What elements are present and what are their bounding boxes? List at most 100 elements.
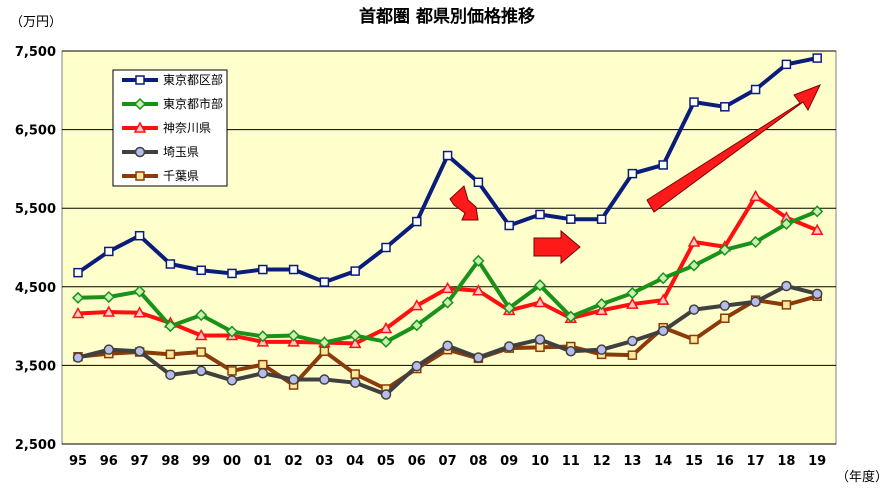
data-point: [504, 220, 514, 231]
y-tick-label: 4,500: [15, 281, 56, 296]
data-point: [595, 298, 608, 311]
x-tick-label: 09: [500, 454, 518, 469]
x-tick-label: 10: [531, 454, 549, 469]
legend-label: 東京都区部: [163, 72, 223, 87]
y-tick-label: 7,500: [15, 45, 56, 60]
x-tick-label: 19: [808, 454, 826, 469]
data-point: [196, 265, 206, 276]
data-point: [564, 310, 577, 323]
trend-arrow-up-icon: [646, 84, 821, 213]
x-tick-label: 06: [408, 454, 426, 469]
data-point: [288, 374, 299, 385]
x-tick-label: 05: [377, 454, 395, 469]
data-point: [318, 336, 331, 349]
y-tick-label: 5,500: [15, 202, 56, 217]
data-point: [258, 264, 268, 275]
data-point: [380, 389, 392, 400]
data-point: [596, 214, 607, 224]
data-point: [319, 374, 330, 385]
chart-title: 首都圏 都県別価格推移: [359, 6, 535, 27]
data-point: [287, 329, 300, 342]
y-tick-label: 3,500: [15, 359, 56, 374]
x-tick-label: 12: [593, 454, 611, 469]
data-point: [350, 369, 360, 379]
data-point: [687, 235, 701, 247]
data-point: [472, 284, 485, 296]
data-point: [379, 321, 393, 334]
x-tick-label: 15: [685, 454, 703, 469]
data-point: [102, 290, 115, 304]
data-point: [442, 340, 453, 351]
data-point: [812, 53, 822, 63]
data-point: [534, 334, 546, 345]
data-point: [687, 259, 701, 272]
x-axis-unit-label: （年度）: [836, 469, 880, 485]
data-point: [749, 235, 762, 249]
data-point: [73, 267, 83, 278]
legend-label: 神奈川県: [163, 121, 211, 135]
data-point: [165, 369, 176, 381]
data-point: [810, 223, 824, 235]
data-point: [71, 306, 85, 319]
data-point: [71, 291, 85, 304]
data-point: [626, 297, 639, 309]
data-point: [195, 309, 208, 322]
data-point: [288, 264, 299, 275]
data-point: [533, 295, 547, 308]
data-point: [472, 254, 485, 267]
legend-swatch-marker: [133, 121, 147, 133]
x-tick-label: 95: [69, 454, 87, 469]
x-tick-label: 96: [100, 454, 118, 469]
x-tick-label: 13: [623, 454, 641, 469]
data-point: [781, 59, 792, 70]
data-point: [258, 359, 268, 370]
data-point: [566, 214, 576, 224]
trend-arrow-right-icon: [533, 229, 581, 265]
data-point: [503, 341, 515, 352]
x-tick-label: 98: [161, 454, 179, 469]
x-tick-label: 01: [254, 454, 272, 469]
data-point: [441, 281, 454, 294]
x-tick-label: 14: [654, 454, 672, 469]
data-point: [410, 319, 423, 332]
data-point: [688, 304, 700, 315]
x-tick-label: 08: [469, 454, 487, 469]
data-point: [133, 285, 146, 298]
x-tick-label: 07: [439, 454, 457, 469]
data-point: [379, 335, 393, 348]
series-group: [71, 53, 824, 400]
x-tick-label: 00: [223, 454, 241, 469]
data-point: [657, 272, 670, 285]
data-point: [781, 280, 792, 292]
data-point: [412, 216, 422, 227]
data-point: [718, 243, 731, 256]
series-1: [73, 53, 822, 287]
data-point: [348, 336, 362, 349]
data-point: [781, 300, 792, 310]
data-point: [133, 306, 146, 318]
data-point: [381, 242, 391, 253]
data-point: [195, 365, 207, 377]
data-point: [596, 344, 607, 355]
data-point: [410, 299, 424, 311]
legend-swatch-marker: [134, 146, 146, 158]
trend-arrows: [449, 84, 821, 265]
data-point: [194, 328, 208, 341]
data-point: [750, 84, 761, 95]
data-point: [626, 287, 639, 300]
data-point: [627, 168, 638, 179]
data-point: [349, 377, 361, 388]
data-point: [165, 349, 176, 360]
data-point: [780, 217, 793, 230]
x-tick-label: 16: [716, 454, 734, 469]
x-tick-label: 17: [747, 454, 765, 469]
data-point: [689, 334, 699, 345]
data-point: [811, 288, 823, 300]
data-point: [227, 268, 237, 279]
data-point: [503, 301, 516, 315]
data-point: [134, 230, 145, 241]
data-point: [442, 150, 453, 161]
data-point: [103, 344, 115, 355]
